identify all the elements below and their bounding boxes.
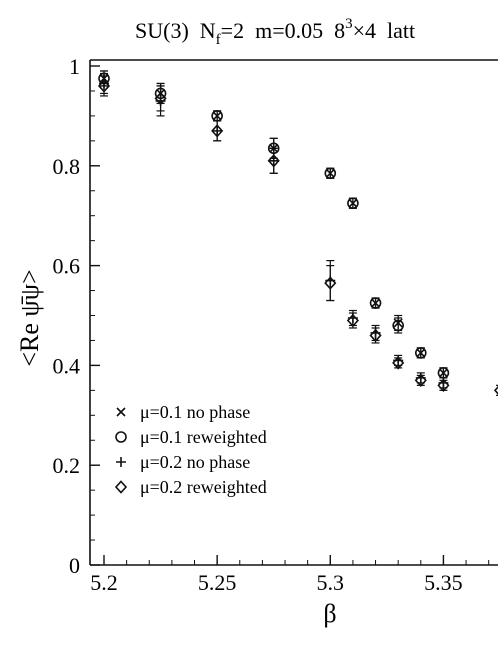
title-nf-base: N bbox=[200, 18, 216, 43]
legend-label: μ=0.2 reweighted bbox=[140, 477, 267, 497]
data-point bbox=[347, 197, 359, 210]
legend-label: μ=0.2 no phase bbox=[140, 452, 250, 472]
data-point bbox=[392, 319, 404, 332]
series-circle bbox=[98, 70, 450, 379]
y-axis-label: <Re ψ̄ψ> bbox=[15, 269, 44, 366]
legend-marker bbox=[114, 480, 128, 494]
axis-ticks: 5.2 5.25 5.3 5.35 0 0.2 0.4 0.6 0.8 1 bbox=[53, 54, 490, 595]
chart-title: SU(3) Nf=2 m=0.05 83×4 latt bbox=[135, 16, 415, 48]
data-point bbox=[414, 347, 427, 359]
title-lattice: latt bbox=[387, 18, 415, 43]
series-plus bbox=[99, 72, 449, 389]
title-nf-sub: f bbox=[216, 32, 221, 48]
data-point bbox=[324, 276, 337, 290]
data-point bbox=[346, 313, 359, 328]
legend-item: μ=0.1 reweighted bbox=[115, 427, 267, 447]
data-point bbox=[324, 167, 337, 180]
legend-marker bbox=[116, 407, 126, 417]
y-tick-label: 0.8 bbox=[53, 154, 81, 179]
legend-item: μ=0.2 reweighted bbox=[114, 477, 267, 497]
legend-label: μ=0.1 no phase bbox=[140, 402, 250, 422]
series-diamond bbox=[97, 75, 498, 396]
data-point bbox=[211, 124, 224, 138]
x-tick-label: 5.2 bbox=[90, 570, 118, 595]
legend-item: μ=0.2 no phase bbox=[116, 452, 250, 472]
x-axis-label: β bbox=[323, 599, 336, 628]
x-tick-label: 5.25 bbox=[198, 570, 237, 595]
legend: μ=0.1 no phase μ=0.1 reweighted μ=0.2 no p… bbox=[114, 402, 267, 497]
y-tick-label: 1 bbox=[69, 54, 80, 79]
data-point bbox=[392, 356, 405, 370]
legend-label: μ=0.1 reweighted bbox=[140, 427, 267, 447]
y-tick-label: 0.4 bbox=[53, 353, 81, 378]
title-volume-base: 8 bbox=[334, 18, 345, 43]
y-tick-label: 0.6 bbox=[53, 254, 81, 279]
data-point bbox=[97, 79, 111, 93]
y-tick-label: 0.2 bbox=[53, 453, 81, 478]
data-point bbox=[369, 297, 382, 309]
title-volume-sup: 3 bbox=[345, 16, 353, 32]
data-point bbox=[369, 328, 382, 343]
x-tick-label: 5.35 bbox=[424, 570, 463, 595]
series-cross bbox=[99, 70, 448, 379]
data-point bbox=[154, 91, 167, 106]
x-tick-label: 5.3 bbox=[317, 570, 345, 595]
title-group: SU(3) bbox=[135, 18, 189, 43]
title-volume-rest: ×4 bbox=[353, 18, 376, 43]
data-marks bbox=[97, 70, 498, 396]
legend-marker bbox=[116, 457, 126, 467]
data-point bbox=[414, 373, 427, 388]
legend-item: μ=0.1 no phase bbox=[116, 402, 250, 422]
data-point bbox=[493, 385, 498, 395]
y-tick-label: 0 bbox=[69, 553, 80, 578]
data-point bbox=[437, 378, 450, 393]
title-nf-value: =2 bbox=[221, 18, 244, 43]
data-point bbox=[267, 154, 280, 168]
legend-marker bbox=[115, 431, 127, 443]
plot-frame bbox=[89, 59, 498, 566]
title-mass: m=0.05 bbox=[255, 18, 323, 43]
